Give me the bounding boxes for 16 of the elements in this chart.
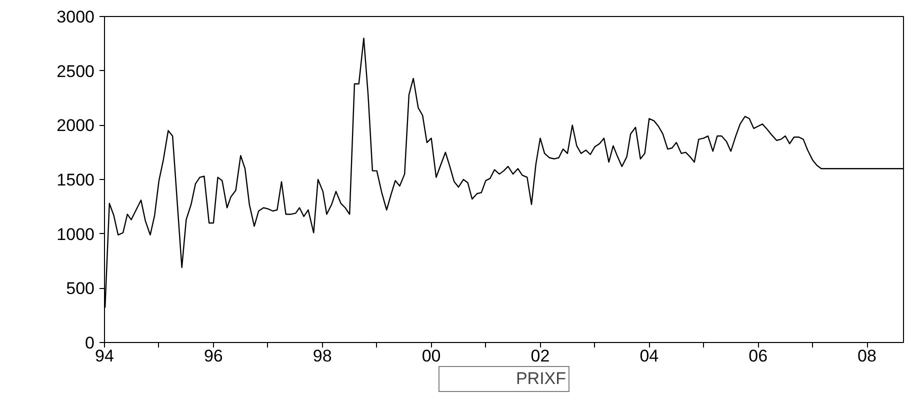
- x-tick-label: 96: [204, 346, 223, 366]
- x-tick-label: 94: [95, 346, 114, 366]
- y-tick-label: 1000: [56, 224, 95, 244]
- y-tick-label: 500: [66, 279, 95, 298]
- y-tick-label: 1500: [56, 170, 95, 190]
- y-tick-label: 3000: [56, 8, 95, 26]
- y-tick-label: 2000: [56, 116, 95, 136]
- x-tick-label: 00: [422, 346, 441, 366]
- y-tick-label: 2500: [56, 62, 95, 81]
- x-tick-label: 02: [530, 346, 550, 366]
- x-tick-label: 04: [640, 346, 659, 366]
- x-tick-label: 98: [312, 346, 332, 366]
- y-tick-label: 0: [85, 334, 95, 352]
- text: PRIXF: [516, 369, 566, 389]
- x-tick-label: 08: [858, 346, 876, 366]
- x-tick-label: 06: [748, 346, 768, 366]
